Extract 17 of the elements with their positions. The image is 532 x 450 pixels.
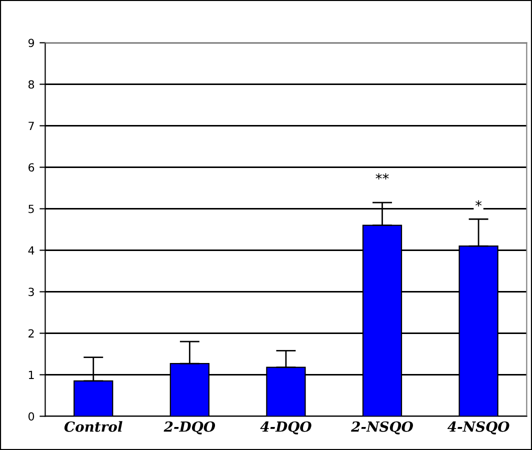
y-tick-label: 0: [28, 412, 34, 421]
x-tick-label: Control: [64, 421, 122, 432]
y-tick-label: 4: [28, 246, 34, 254]
y-tick-label: 9: [28, 38, 34, 48]
x-tick-label: 4-NSQO: [447, 421, 510, 434]
annotation: **: [376, 173, 389, 180]
y-tick-label: 2: [28, 329, 34, 338]
x-tick-label: 2-NSQO: [351, 421, 413, 434]
y-tick-label: 3: [28, 288, 34, 296]
y-tick-label: 8: [28, 80, 34, 89]
y-tick-label: 6: [28, 163, 34, 172]
y-tick-label: 1: [28, 370, 34, 379]
y-tick-label: 7: [28, 122, 34, 130]
y-tick-label: 5: [28, 204, 34, 214]
annotation: *: [475, 200, 482, 207]
x-tick-label: 4-DQO: [260, 421, 312, 434]
x-tick-label: 2-DQO: [164, 421, 216, 434]
